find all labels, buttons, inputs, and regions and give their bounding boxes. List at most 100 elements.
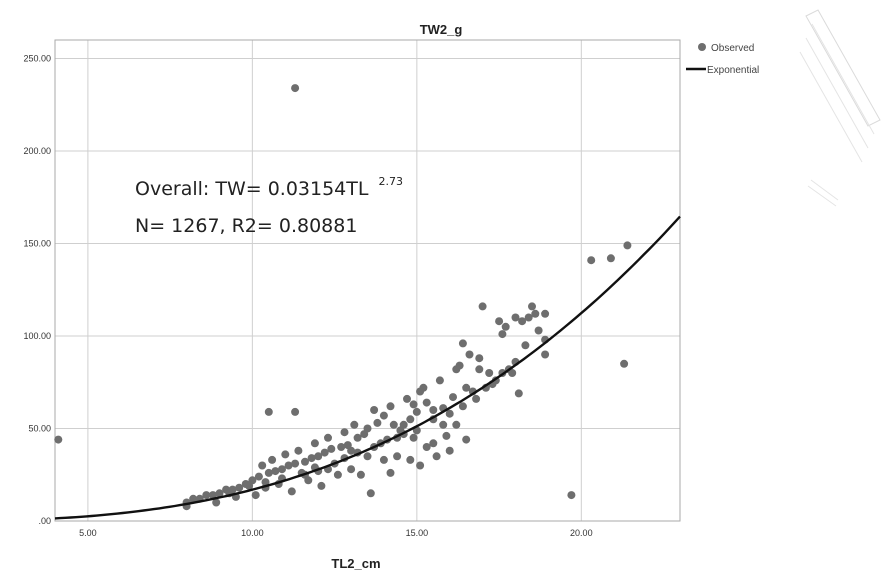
annotation-equation: Overall: TW= 0.03154TL bbox=[135, 178, 369, 200]
data-point bbox=[409, 433, 418, 442]
data-point bbox=[189, 494, 198, 503]
data-point bbox=[393, 452, 402, 461]
data-point bbox=[281, 450, 290, 459]
data-point bbox=[485, 369, 494, 377]
data-point bbox=[370, 406, 379, 414]
data-point bbox=[475, 365, 484, 374]
data-point bbox=[379, 411, 388, 420]
data-point bbox=[495, 317, 504, 326]
data-point bbox=[435, 376, 444, 385]
data-point bbox=[501, 322, 510, 331]
data-point bbox=[366, 489, 375, 498]
data-point bbox=[327, 444, 336, 453]
data-point bbox=[445, 409, 454, 418]
data-point bbox=[429, 406, 438, 414]
data-point bbox=[567, 491, 576, 500]
x-axis-label: TL2_cm bbox=[331, 556, 380, 571]
data-point bbox=[419, 383, 428, 392]
y-tick-label: 200.00 bbox=[23, 146, 51, 156]
annotation-exponent: 2.73 bbox=[379, 175, 404, 188]
data-point bbox=[455, 361, 464, 370]
data-point bbox=[386, 402, 395, 411]
data-point bbox=[432, 452, 441, 461]
data-point bbox=[271, 467, 280, 476]
data-point bbox=[254, 472, 263, 481]
data-point bbox=[363, 452, 372, 461]
data-point bbox=[340, 428, 349, 437]
data-point bbox=[350, 420, 359, 429]
fit-annotation: Overall: TW= 0.03154TL 2.73 N= 1267, R2=… bbox=[135, 175, 403, 237]
data-point bbox=[412, 407, 421, 416]
x-tick-label: 10.00 bbox=[241, 528, 264, 538]
data-point bbox=[291, 84, 300, 93]
observed-points bbox=[54, 84, 632, 511]
data-point bbox=[472, 394, 481, 403]
data-point bbox=[521, 341, 530, 350]
y-tick-label: .00 bbox=[38, 516, 51, 526]
data-point bbox=[511, 313, 520, 322]
data-point bbox=[347, 446, 356, 455]
legend-exponential-label: Exponential bbox=[707, 65, 759, 76]
data-point bbox=[386, 468, 395, 477]
data-point bbox=[416, 461, 425, 470]
data-point bbox=[620, 359, 629, 368]
data-point bbox=[215, 489, 224, 498]
data-point bbox=[353, 433, 362, 442]
data-point bbox=[379, 455, 388, 464]
y-tick-label: 250.00 bbox=[23, 54, 51, 64]
data-point bbox=[452, 420, 461, 429]
data-point bbox=[301, 457, 309, 466]
data-point bbox=[373, 418, 382, 427]
data-point bbox=[310, 439, 319, 448]
watermark-decoration bbox=[799, 9, 881, 207]
data-point bbox=[462, 383, 471, 392]
data-point bbox=[245, 481, 254, 490]
legend-observed-marker bbox=[698, 43, 706, 51]
y-tick-label: 50.00 bbox=[28, 424, 51, 434]
svg-text:Overall: TW= 0.03154TL 2: Overall: TW= 0.03154TL 2.73 bbox=[135, 175, 403, 200]
data-point bbox=[294, 446, 303, 455]
chart-title: TW2_g bbox=[420, 22, 463, 37]
data-point bbox=[208, 491, 217, 500]
data-point bbox=[541, 309, 550, 318]
data-point bbox=[531, 309, 540, 318]
data-point bbox=[317, 481, 326, 490]
exponential-fit-curve bbox=[54, 215, 681, 520]
data-point bbox=[356, 470, 365, 479]
data-point bbox=[291, 407, 300, 416]
data-point bbox=[442, 431, 451, 440]
data-point bbox=[462, 435, 471, 444]
data-point bbox=[449, 393, 457, 402]
data-point bbox=[307, 454, 316, 463]
data-point bbox=[287, 487, 296, 496]
plot-area bbox=[54, 39, 681, 522]
data-point bbox=[314, 452, 323, 461]
legend: Observed Exponential bbox=[686, 43, 759, 76]
data-point bbox=[333, 470, 342, 479]
annotation-stats: N= 1267, R2= 0.80881 bbox=[135, 215, 357, 237]
data-point bbox=[268, 455, 277, 464]
data-point bbox=[291, 459, 300, 468]
data-point bbox=[518, 317, 527, 326]
data-point bbox=[403, 394, 411, 403]
data-point bbox=[284, 461, 293, 470]
data-point bbox=[251, 491, 260, 500]
data-point bbox=[465, 350, 474, 359]
x-tick-label: 20.00 bbox=[570, 528, 593, 538]
data-point bbox=[524, 313, 533, 322]
data-point bbox=[258, 461, 267, 470]
x-axis-ticks: 5.00 10.00 15.00 20.00 bbox=[79, 528, 592, 538]
x-tick-label: 15.00 bbox=[406, 528, 429, 538]
data-point bbox=[235, 483, 244, 492]
data-point bbox=[422, 443, 431, 451]
data-point bbox=[534, 326, 543, 335]
data-point bbox=[347, 465, 356, 474]
x-tick-label: 5.00 bbox=[79, 528, 97, 538]
data-point bbox=[360, 430, 369, 439]
data-point bbox=[264, 468, 273, 477]
data-point bbox=[409, 400, 418, 409]
data-point bbox=[406, 415, 415, 424]
data-point bbox=[514, 389, 523, 398]
data-point bbox=[422, 398, 431, 407]
data-point bbox=[541, 350, 550, 359]
